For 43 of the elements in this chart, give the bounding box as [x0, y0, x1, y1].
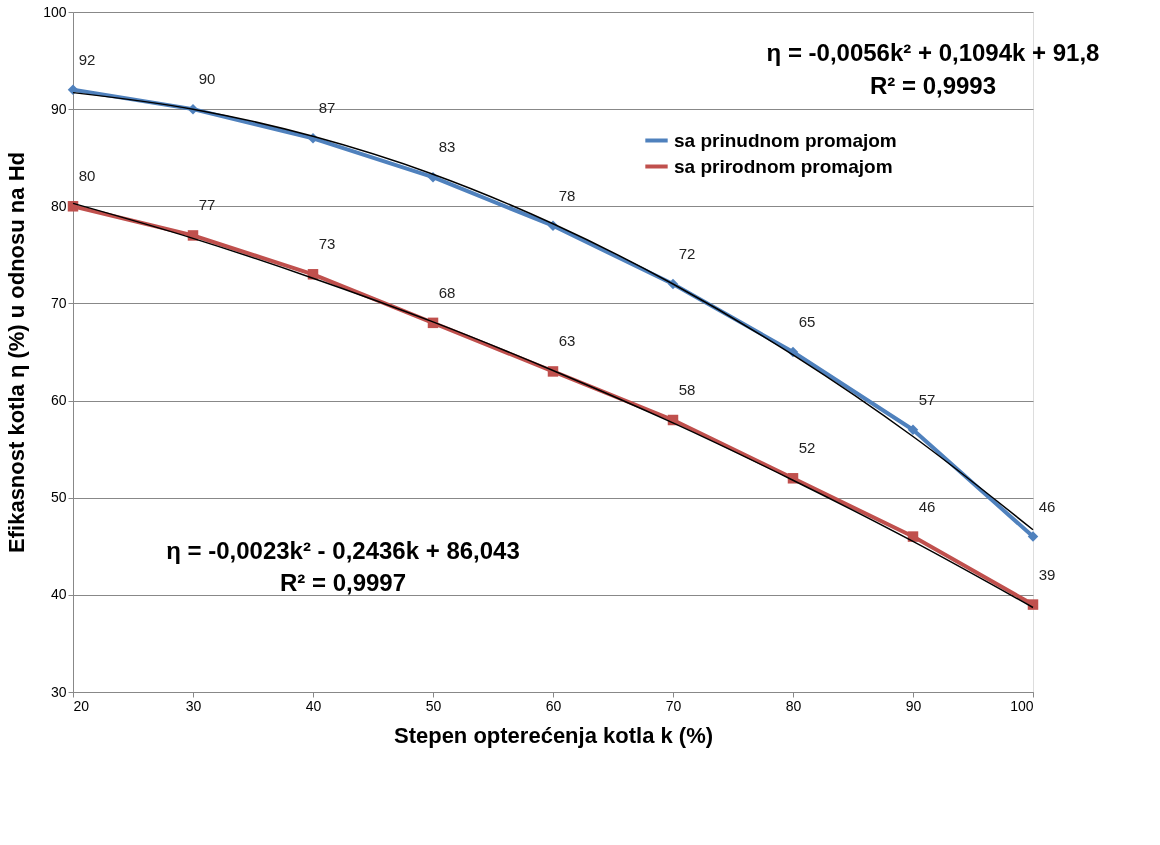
data-label: 87 [318, 99, 336, 117]
x-tick-label: 40 [305, 697, 322, 714]
x-tick-label: 60 [545, 697, 562, 714]
legend-label: sa prirodnom promajom [674, 155, 893, 177]
annotation: R² = 0,9997 [279, 569, 407, 596]
data-label: 80 [78, 167, 96, 185]
data-label: 63 [558, 332, 576, 350]
data-label: 77 [198, 196, 216, 214]
x-tick-label: 100 [1010, 697, 1034, 714]
data-label: 58 [678, 381, 696, 398]
y-tick-label: 40 [50, 586, 67, 603]
data-label: 46 [918, 497, 936, 515]
data-label: 39 [1038, 565, 1056, 583]
y-tick-label: 30 [50, 683, 67, 700]
data-label: 83 [438, 138, 456, 156]
data-label: 72 [678, 245, 696, 262]
x-tick-label: 50 [425, 697, 442, 714]
data-label: 92 [78, 50, 96, 68]
y-tick-label: 90 [50, 100, 67, 117]
annotation: R² = 0,9993 [869, 72, 997, 99]
annotation: η = -0,0023k² - 0,2436k + 86,043 [166, 537, 520, 564]
annotation: η = -0,0056k² + 0,1094k + 91,8 [766, 39, 1100, 66]
x-tick-label: 70 [665, 697, 682, 714]
x-axis-title: Stepen opterećenja kotla k (%) [393, 722, 714, 748]
data-label: 90 [198, 70, 216, 88]
data-label: 73 [318, 235, 336, 253]
y-tick-label: 100 [43, 3, 67, 20]
y-tick-label: 50 [50, 489, 67, 506]
data-label: 78 [558, 186, 576, 204]
x-tick-label: 20 [73, 697, 90, 714]
legend-label: sa prinudnom promajom [674, 129, 897, 151]
data-label: 46 [1038, 497, 1056, 515]
y-tick-label: 70 [50, 294, 67, 311]
data-label: 65 [798, 313, 816, 330]
x-tick-label: 80 [785, 697, 802, 714]
y-axis-title: Efikasnost kotla η (%) u odnosu na Hd [4, 152, 30, 553]
data-label: 57 [918, 390, 936, 408]
y-tick-label: 60 [50, 392, 67, 409]
x-tick-label: 90 [905, 697, 922, 714]
y-tick-label: 80 [50, 197, 67, 214]
data-label: 68 [438, 283, 456, 301]
x-tick-label: 30 [185, 697, 202, 714]
data-label: 52 [798, 439, 816, 457]
